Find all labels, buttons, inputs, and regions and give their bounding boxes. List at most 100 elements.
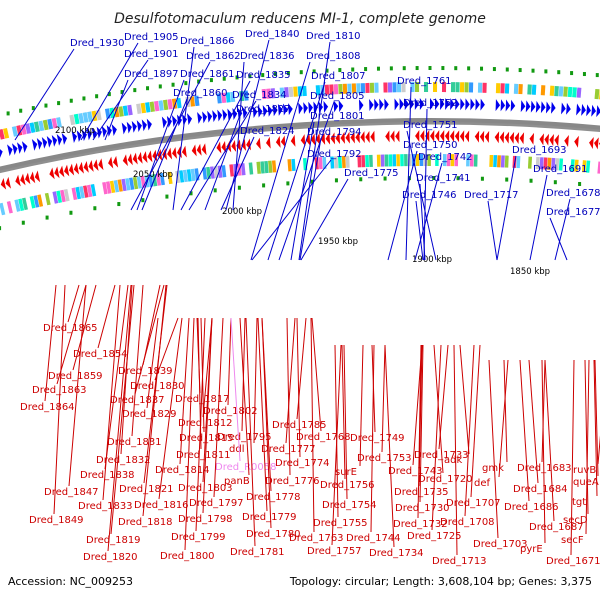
cog-tile-reverse: [155, 173, 162, 186]
cog-tile-forward: [194, 95, 200, 107]
cog-tile-forward: [369, 82, 375, 93]
forward-gene-arrow: [495, 99, 501, 112]
reverse-label-leader: [459, 344, 470, 455]
gc-marker: [237, 185, 241, 190]
reverse-gene-arrow: [275, 135, 281, 148]
cog-tile-forward: [216, 93, 222, 104]
cog-tile-forward: [167, 99, 173, 110]
reverse-gene-arrow: [300, 134, 306, 147]
gc-marker: [133, 88, 137, 93]
cog-tile-reverse: [0, 202, 6, 216]
cog-tile-forward: [518, 84, 523, 95]
forward-gene-arrow: [384, 98, 389, 111]
forward-label-leader: [414, 162, 443, 261]
reverse-gene-arrow: [444, 130, 450, 143]
forward-label-leader: [549, 217, 568, 261]
cog-tile-forward: [149, 101, 155, 112]
cog-tile-reverse: [435, 154, 439, 167]
forward-gene-label: Dred_1861: [180, 69, 235, 80]
reverse-gene-arrow: [415, 130, 420, 143]
reverse-gene-arrow: [147, 150, 153, 163]
reverse-gene-label: Dred_1763: [289, 533, 344, 544]
forward-label-leader: [180, 80, 251, 211]
forward-gene-arrow: [282, 103, 288, 116]
reverse-label-leader: [104, 284, 129, 470]
reverse-gene-arrow: [430, 130, 435, 143]
cog-tile-reverse: [466, 154, 470, 167]
cog-tile-forward: [154, 100, 160, 112]
forward-gene-arrow: [440, 98, 445, 111]
forward-gene-label: Dred_1750: [403, 140, 458, 151]
reverse-label-leader: [431, 344, 442, 531]
reverse-gene-arrow: [574, 135, 579, 148]
reverse-label-leader: [503, 359, 508, 463]
reverse-label-leader: [310, 317, 315, 533]
reverse-gene-arrow: [15, 174, 21, 187]
cog-tile-reverse: [585, 160, 591, 173]
forward-gene-arrow: [202, 111, 208, 124]
forward-gene-arrow: [505, 99, 511, 112]
cog-tile-forward: [25, 123, 32, 134]
reverse-label-leader: [528, 359, 539, 484]
forward-label-leader: [104, 79, 129, 141]
reverse-label-leader: [341, 344, 346, 480]
reverse-gene-arrow: [83, 160, 89, 173]
forward-gene-label: Dred_1742: [418, 152, 473, 163]
reverse-label-leader: [257, 317, 268, 512]
forward-gene-arrow: [136, 120, 142, 133]
reverse-gene-arrow: [157, 148, 163, 161]
reverse-gene-label: Dred_1802: [203, 406, 258, 417]
forward-gene-arrow: [76, 130, 83, 143]
gc-marker: [213, 188, 217, 193]
reverse-gene-arrow: [64, 164, 70, 177]
reverse-gene-label: Dred_1832: [96, 455, 151, 466]
reverse-gene-arrow: [345, 131, 350, 144]
forward-gene-arrow: [277, 103, 283, 116]
reverse-gene-label: adk: [444, 455, 462, 466]
cog-tile-forward: [136, 103, 142, 114]
forward-label-leader: [250, 61, 311, 261]
reverse-gene-arrow: [236, 139, 242, 152]
cog-tile-forward: [302, 85, 307, 97]
reverse-gene-label: Dred_1756: [320, 480, 375, 491]
forward-gene-label: Dred_1860: [173, 88, 228, 99]
cog-tile-forward: [432, 82, 438, 93]
reverse-label-leader: [359, 344, 364, 467]
cog-tile-reverse: [454, 154, 459, 167]
forward-label-leader: [496, 155, 517, 261]
cog-tile-forward: [468, 82, 474, 93]
cog-tile-forward: [73, 113, 80, 125]
cog-tile-forward: [401, 82, 406, 93]
cog-tile-forward: [329, 84, 334, 95]
reverse-gene-label: Dred_1671: [546, 556, 600, 567]
reverse-label-leader: [261, 317, 272, 529]
summary-text: Topology: circular; Length: 3,608,104 bp…: [289, 575, 592, 588]
forward-gene-label: Dred_1808: [306, 51, 361, 62]
reverse-gene-arrow: [191, 144, 197, 157]
forward-gene-arrow: [535, 100, 541, 113]
reverse-label-leader: [110, 284, 135, 535]
gc-marker: [31, 106, 35, 111]
gc-marker: [158, 84, 162, 89]
reverse-gene-label: Dred_1734: [369, 548, 424, 559]
forward-label-leader: [204, 114, 241, 211]
reverse-gene-label: ruvB: [573, 465, 596, 476]
cog-tile-forward: [563, 86, 568, 97]
reverse-label-leader: [102, 284, 121, 501]
reverse-gene-label: ddl: [229, 444, 244, 455]
reverse-gene-label: Dred_1837: [110, 395, 165, 406]
cog-tile-reverse: [132, 176, 139, 190]
forward-label-leader: [423, 108, 428, 261]
reverse-label-leader: [202, 317, 213, 514]
scale-tick-label: 1950 kbp: [318, 237, 358, 247]
cog-tile-forward: [279, 87, 285, 98]
label-layer: Dred_1930Dred_1905Dred_1901Dred_1897Dred…: [14, 29, 600, 567]
reverse-gene-label: Dred_1708: [440, 517, 495, 528]
genome-backbone: [0, 118, 600, 171]
gc-marker: [171, 82, 175, 87]
forward-gene-arrow: [146, 118, 152, 131]
cog-tile-reverse: [179, 170, 185, 183]
cog-tile-reverse: [248, 162, 254, 175]
cog-tile-forward: [477, 82, 483, 93]
forward-gene-arrow: [414, 98, 420, 111]
